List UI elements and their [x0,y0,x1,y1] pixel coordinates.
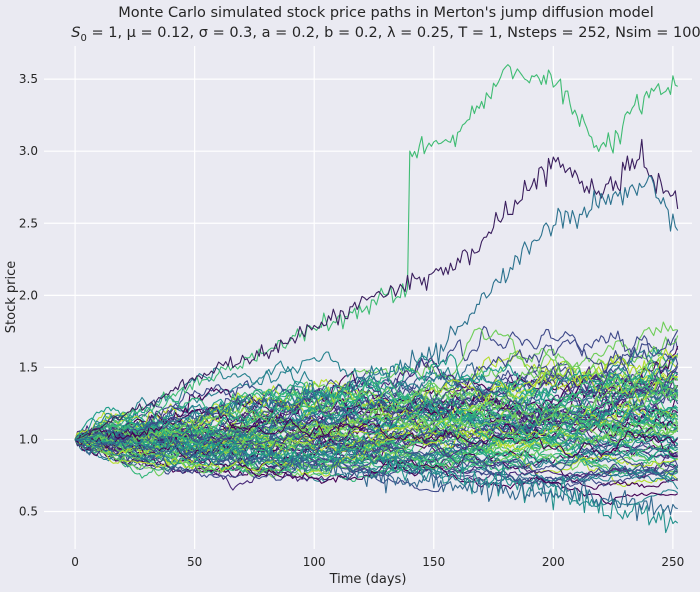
x-tick-label: 50 [187,555,202,569]
simulated-path [74,384,678,472]
x-axis-label: Time (days) [329,572,407,587]
x-tick-label: 100 [303,555,326,569]
y-tick-label: 0.5 [19,505,38,519]
simulated-path [74,348,678,468]
y-tick-label: 2.0 [19,288,38,302]
subtitle-symbol: S [71,25,80,41]
highlighted-path [74,64,678,441]
y-tick-label: 2.5 [19,216,38,230]
highlighted-path [75,175,679,440]
x-tick-label: 150 [422,555,445,569]
simulated-path [75,347,679,442]
highlighted-path [74,138,679,441]
simulated-path [74,321,678,449]
x-tick-label: 0 [71,555,79,569]
simulated-path [74,415,679,474]
y-axis: 0.5 1.0 1.5 2.0 2.5 3.0 3.5 [19,72,38,518]
simulated-path [74,400,679,449]
subtitle-parameters: = 1, μ = 0.12, σ = 0.3, a = 0.2, b = 0.2… [87,25,700,41]
simulated-path [74,330,679,444]
x-tick-label: 250 [661,555,684,569]
simulated-path [74,353,679,456]
y-tick-label: 1.5 [19,360,38,374]
simulated-path [74,428,679,477]
simulated-path [74,363,679,449]
simulated-path [74,390,679,442]
series-group [74,64,679,534]
subtitle-subscript: 0 [80,33,86,44]
simulated-path [75,377,679,447]
chart-subtitle: S0 = 1, μ = 0.12, σ = 0.3, a = 0.2, b = … [71,25,700,44]
simulated-path [74,371,678,458]
highlighted-path [74,438,678,522]
chart-title: Monte Carlo simulated stock price paths … [118,5,654,21]
x-axis: 0 50 100 150 200 250 [71,555,684,569]
simulated-path [74,366,678,450]
simulated-path [74,428,678,506]
y-axis-label: Stock price [4,261,19,333]
y-tick-label: 3.5 [19,72,38,86]
simulated-path [74,421,678,471]
simulated-path [75,438,679,487]
y-tick-label: 1.0 [19,432,38,446]
simulated-path [74,339,679,446]
simulated-path [74,372,678,440]
simulated-path [75,432,678,493]
simulated-path [75,435,678,490]
y-tick-label: 3.0 [19,144,38,158]
simulated-path [75,380,679,463]
x-tick-label: 200 [542,555,565,569]
